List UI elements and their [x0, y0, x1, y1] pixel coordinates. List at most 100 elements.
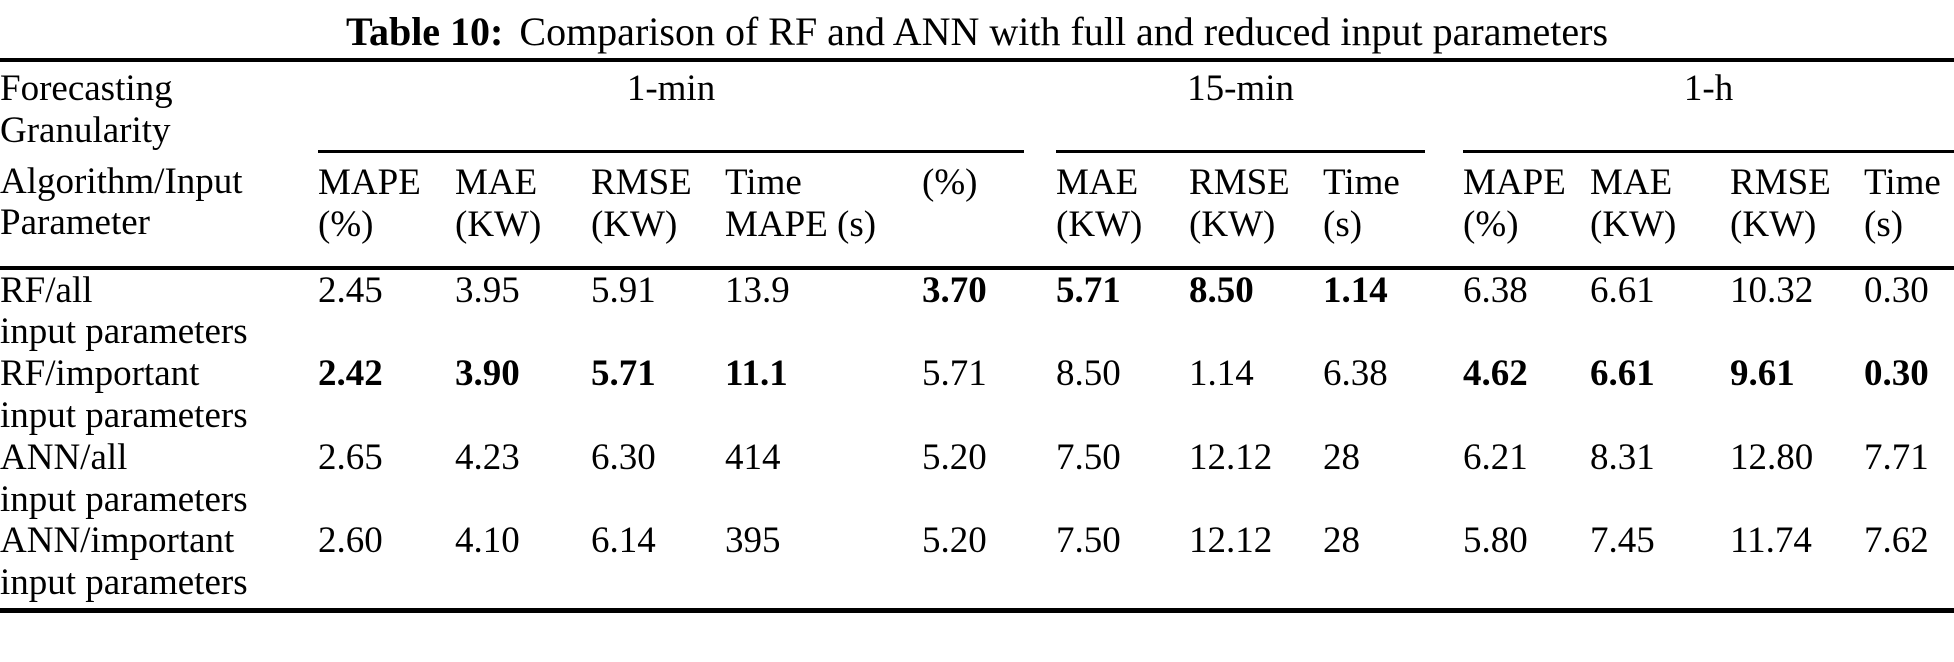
value-cell: 12.12 — [1189, 436, 1273, 478]
column-spacer — [1024, 58, 1057, 152]
row-label-line: input parameters — [0, 478, 248, 520]
table-row-ann-all: ANN/all input parameters 2.65 4.23 6.30 … — [0, 437, 1954, 521]
column-spacer — [1425, 268, 1463, 354]
value-cell: 7.50 — [1056, 520, 1190, 614]
value-cell: 3.90 — [455, 353, 520, 395]
value-cell: 12.12 — [1189, 520, 1324, 614]
col-header-line: MAE — [1056, 162, 1139, 204]
col-header-rmse-1h: RMSE (KW) — [1730, 151, 1865, 270]
table-row-rf-important: RF/important input parameters 2.42 3.90 … — [0, 353, 1954, 437]
row-label-line: ANN/important — [0, 520, 235, 562]
column-spacer — [1024, 353, 1056, 437]
value-cell: 28 — [1323, 436, 1361, 478]
stub-header-line: Granularity — [0, 109, 171, 151]
value-cell: 5.71 — [591, 353, 656, 395]
col-header-mape-1min: MAPE (%) — [318, 151, 455, 270]
col-header-line: Time — [725, 162, 802, 204]
col-header-line: (%) — [318, 203, 374, 245]
value-cell: 8.50 — [1056, 353, 1121, 395]
value-cell: 5.20 — [922, 436, 987, 478]
value-cell: 6.14 — [591, 520, 725, 614]
value-cell: 8.31 — [1590, 436, 1655, 478]
value-cell: 395 — [725, 520, 922, 614]
value-cell: 3.70 — [922, 269, 987, 311]
col-header-line: (s) — [1864, 203, 1904, 245]
value-cell: 2.60 — [318, 520, 455, 614]
col-header-line: MAPE — [1463, 162, 1566, 204]
col-header-line: MAE — [455, 162, 538, 204]
col-header-mae-1min: MAE (KW) — [455, 151, 591, 270]
value-cell: 2.42 — [318, 353, 383, 395]
row-label: RF/all input parameters — [0, 268, 318, 354]
col-header-line: (s) — [1323, 203, 1363, 245]
value-cell: 8.50 — [1189, 269, 1254, 311]
group-header-15min: 15-min — [1056, 58, 1426, 154]
row-label-line: RF/all — [0, 269, 93, 311]
column-spacer — [1425, 520, 1464, 614]
group-header-1min: 1-min — [318, 58, 1025, 154]
value-cell: 414 — [725, 436, 781, 478]
stub-header-algorithm: Algorithm/Input Parameter — [0, 151, 318, 270]
col-header-line: RMSE — [1730, 162, 1831, 204]
col-header-rmse-1min: RMSE (KW) — [591, 151, 725, 270]
row-label-line: ANN/all — [0, 436, 128, 478]
col-header-line: MAE — [1590, 162, 1673, 204]
column-spacer — [1425, 151, 1464, 270]
value-cell: 11.74 — [1730, 520, 1865, 614]
row-label: ANN/all input parameters — [0, 437, 318, 521]
col-header-mape-1h: MAPE (%) — [1463, 151, 1591, 270]
stub-header-granularity: Forecasting Granularity — [0, 58, 318, 152]
col-header-mae-1h: MAE (KW) — [1590, 151, 1731, 270]
table-row-rf-all: RF/all input parameters 2.45 3.95 5.91 1… — [0, 268, 1954, 354]
value-cell: 2.45 — [318, 269, 383, 311]
value-cell: 7.50 — [1056, 436, 1121, 478]
col-header-time-1h: Time (s) — [1864, 151, 1954, 270]
stub-header-line: Algorithm/Input — [0, 160, 243, 202]
col-header-line: (KW) — [1189, 203, 1276, 245]
value-cell: 2.65 — [318, 436, 383, 478]
col-header-line: (KW) — [591, 203, 678, 245]
value-cell: 1.14 — [1323, 269, 1388, 311]
col-header-line: Time — [1323, 162, 1400, 204]
table-row-ann-important: ANN/important input parameters 2.60 4.10… — [0, 520, 1954, 614]
stub-header-line: Forecasting — [0, 68, 173, 109]
col-header-rmse-15min: RMSE (KW) — [1189, 151, 1324, 270]
value-cell: 3.95 — [455, 269, 520, 311]
col-header-line: (KW) — [455, 203, 542, 245]
value-cell: 4.10 — [455, 520, 591, 614]
column-spacer — [1425, 58, 1464, 152]
value-cell: 6.38 — [1323, 353, 1388, 395]
col-header-line: RMSE — [591, 162, 692, 204]
column-spacer — [1024, 520, 1057, 614]
value-cell: 5.71 — [922, 353, 987, 395]
column-spacer — [1024, 151, 1057, 270]
value-cell: 4.23 — [455, 436, 520, 478]
value-cell: 7.62 — [1864, 520, 1954, 614]
column-header-row: Algorithm/Input Parameter MAPE (%) MAE (KW… — [0, 151, 1954, 270]
column-spacer — [1425, 437, 1463, 521]
group-header-1h: 1-h — [1463, 58, 1954, 154]
value-cell: 5.20 — [922, 520, 1025, 614]
value-cell: 6.21 — [1463, 436, 1528, 478]
value-cell: 7.71 — [1864, 436, 1929, 478]
value-cell: 12.80 — [1730, 436, 1814, 478]
row-label-line: input parameters — [0, 562, 248, 604]
comparison-table: Forecasting Granularity 1-min 15-min 1-h… — [0, 58, 1954, 614]
row-label-line: input parameters — [0, 395, 248, 437]
value-cell: 0.30 — [1864, 269, 1929, 311]
col-header-time-1min: Time MAPE (s) — [725, 151, 922, 270]
value-cell: 6.38 — [1463, 269, 1528, 311]
group-header-row: Forecasting Granularity 1-min 15-min 1-h — [0, 58, 1954, 154]
value-cell: 0.30 — [1864, 353, 1929, 395]
col-header-line: MAPE (s) — [725, 203, 877, 245]
column-spacer — [1024, 268, 1056, 354]
col-header-mae-15min: MAE (KW) — [1056, 151, 1190, 270]
row-label: ANN/important input parameters — [0, 520, 318, 614]
value-cell: 7.45 — [1590, 520, 1731, 614]
value-cell: 10.32 — [1730, 269, 1814, 311]
value-cell: 1.14 — [1189, 353, 1254, 395]
value-cell: 5.91 — [591, 269, 656, 311]
table-caption: Table 10: Comparison of RF and ANN with f… — [0, 0, 1954, 58]
col-header-line: (%) — [922, 162, 978, 204]
